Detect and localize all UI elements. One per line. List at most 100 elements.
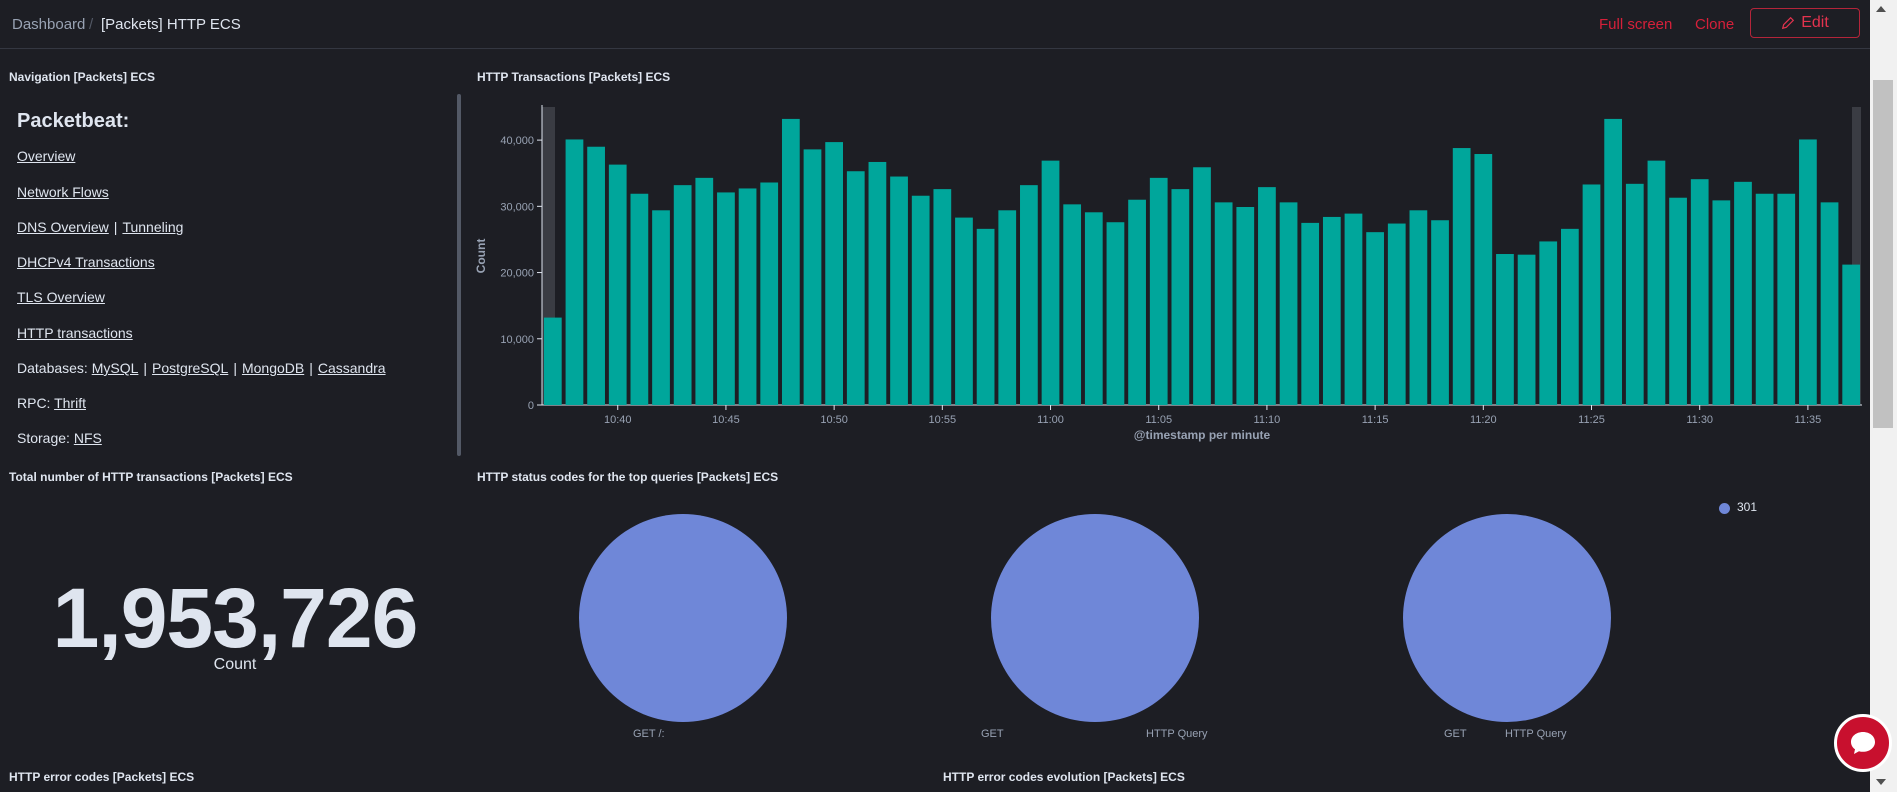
bar-minute-16	[890, 176, 908, 405]
bar-minute-53	[1690, 179, 1709, 405]
bar-minute-48	[1582, 184, 1601, 405]
legend-301-label[interactable]: 301	[1737, 500, 1758, 514]
x-tick-label: 10:40	[604, 414, 632, 426]
link-separator: |	[143, 360, 148, 376]
bar-minute-14	[846, 171, 865, 405]
clone-button[interactable]: Clone	[1695, 16, 1735, 33]
bar-minute-40	[1409, 210, 1428, 405]
cassandra-link[interactable]: Cassandra	[317, 360, 386, 376]
http-transactions-link[interactable]: HTTP transactions	[17, 325, 133, 341]
bar-minute-7	[695, 177, 714, 405]
scroll-down-arrow-icon[interactable]	[1876, 779, 1886, 785]
bar-minute-58	[1799, 139, 1817, 405]
full-screen-button[interactable]: Full screen	[1599, 16, 1673, 33]
total-count-value: 1,953,726	[52, 571, 419, 665]
bar-minute-23	[1041, 160, 1060, 405]
bar-minute-2	[587, 146, 605, 405]
x-tick-label: 10:55	[929, 414, 957, 426]
top-navigation-bar: Dashboard / [Packets] HTTP ECS Full scre…	[0, 0, 1870, 49]
bar-minute-9	[738, 188, 757, 405]
scrollbar-thumb[interactable]	[1873, 80, 1893, 428]
edit-button[interactable]: Edit	[1750, 8, 1860, 38]
bar-minute-44	[1496, 254, 1514, 405]
pie-slice-301-query-3[interactable]	[1403, 514, 1611, 722]
x-tick-label: 11:05	[1145, 414, 1172, 426]
postgresql-link[interactable]: PostgreSQL	[152, 360, 229, 376]
network-flows-link[interactable]: Network Flows	[17, 184, 109, 200]
legend-301-color-swatch[interactable]	[1719, 503, 1730, 514]
pie-3-label-start: GET	[1444, 728, 1467, 740]
y-tick-label: 30,000	[500, 201, 534, 213]
pie-1-label: GET /:	[633, 728, 665, 740]
dns-overview-link[interactable]: DNS Overview	[17, 219, 109, 235]
bar-minute-50	[1625, 183, 1644, 405]
scroll-up-arrow-icon[interactable]	[1876, 6, 1886, 12]
pie-2-label-start: GET	[981, 728, 1004, 740]
tls-overview-link[interactable]: TLS Overview	[17, 289, 105, 305]
bar-minute-56	[1755, 193, 1774, 405]
chat-bubble-icon	[1851, 732, 1875, 754]
nav-row-tls: TLS Overview	[17, 289, 105, 305]
y-tick-label: 20,000	[500, 268, 534, 280]
bar-minute-15	[868, 161, 887, 405]
bar-minute-26	[1106, 222, 1125, 405]
bar-minute-32	[1236, 206, 1255, 405]
nav-row-http: HTTP transactions	[17, 325, 133, 341]
bar-minute-47	[1560, 228, 1579, 405]
x-tick-label: 11:35	[1795, 414, 1822, 426]
pie-slice-301-query-2[interactable]	[991, 514, 1199, 722]
transactions-panel-title: HTTP Transactions [Packets] ECS	[477, 70, 671, 84]
x-tick-label: 11:00	[1037, 414, 1064, 426]
chat-support-button[interactable]	[1834, 714, 1892, 772]
bar-minute-19	[955, 217, 973, 405]
bar-minute-52	[1669, 197, 1687, 405]
nav-row-dns: DNS Overview | Tunneling	[17, 219, 183, 235]
mysql-link[interactable]: MySQL	[91, 360, 139, 376]
bar-minute-25	[1084, 212, 1103, 405]
breadcrumb-dashboard-link[interactable]: Dashboard	[12, 16, 86, 33]
x-axis-title: @timestamp per minute	[1134, 428, 1271, 442]
x-tick-label: 11:15	[1362, 414, 1389, 426]
storage-label: Storage:	[17, 430, 70, 446]
error-codes-panel-title: HTTP error codes [Packets] ECS	[9, 770, 195, 784]
bar-minute-38	[1366, 232, 1384, 405]
x-tick-label: 11:10	[1254, 414, 1281, 426]
bar-minute-17	[911, 195, 930, 405]
x-tick-label: 11:30	[1686, 414, 1713, 426]
bar-minute-43	[1474, 154, 1493, 405]
bar-minute-59	[1820, 202, 1839, 405]
dhcpv4-transactions-link[interactable]: DHCPv4 Transactions	[17, 254, 155, 270]
bar-minute-30	[1193, 167, 1211, 405]
nfs-link[interactable]: NFS	[73, 430, 102, 446]
thrift-link[interactable]: Thrift	[54, 395, 86, 411]
link-separator: |	[233, 360, 237, 376]
bar-minute-4	[630, 193, 649, 405]
status-codes-panel-title: HTTP status codes for the top queries [P…	[477, 470, 779, 484]
bar-minute-54	[1712, 200, 1731, 405]
bar-minute-27	[1128, 199, 1146, 405]
x-tick-label: 11:25	[1578, 414, 1605, 426]
navigation-panel-scrollbar[interactable]	[457, 94, 461, 456]
nav-row-storage: Storage: NFS	[17, 430, 102, 446]
bar-minute-46	[1539, 241, 1558, 405]
bar-minute-11	[781, 118, 800, 406]
tunneling-link[interactable]: Tunneling	[122, 219, 184, 235]
bar-minute-12	[803, 149, 822, 405]
bar-minute-20	[976, 228, 995, 405]
bar-minute-55	[1734, 181, 1752, 405]
bar-minute-10	[760, 182, 779, 405]
edit-button-label: Edit	[1801, 14, 1829, 31]
bar-minute-13	[825, 142, 844, 405]
overview-link[interactable]: Overview	[17, 148, 76, 164]
databases-label: Databases:	[17, 360, 88, 376]
packetbeat-heading: Packetbeat:	[17, 110, 130, 132]
bar-minute-36	[1322, 216, 1341, 405]
x-tick-label: 10:50	[820, 414, 848, 426]
breadcrumb-current-page: [Packets] HTTP ECS	[101, 16, 241, 33]
pie-slice-301-query-1[interactable]	[579, 514, 787, 722]
mongodb-link[interactable]: MongoDB	[241, 360, 305, 376]
nav-row-network-flows: Network Flows	[17, 184, 109, 200]
bar-minute-29	[1171, 189, 1190, 405]
bar-minute-22	[1020, 185, 1038, 405]
x-tick-label: 11:20	[1470, 414, 1497, 426]
